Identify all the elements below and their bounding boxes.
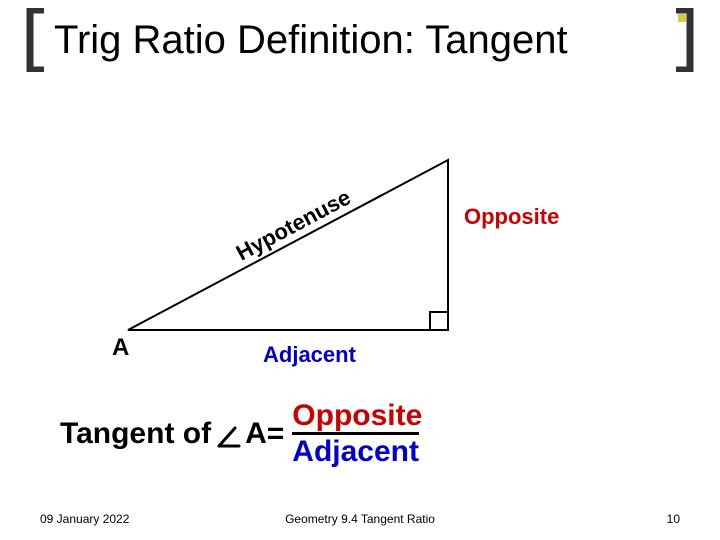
tangent-formula: Tangent of A = Opposite Adjacent [60, 400, 422, 467]
formula-denominator: Adjacent [292, 432, 419, 468]
formula-fraction: Opposite Adjacent [292, 400, 422, 467]
opposite-label: Opposite [464, 204, 559, 230]
page-title: Trig Ratio Definition: Tangent [54, 18, 568, 63]
vertex-a-label: A [112, 334, 129, 362]
adjacent-label: Adjacent [263, 342, 356, 368]
bracket-right-icon [672, 8, 694, 72]
angle-icon [217, 422, 241, 446]
footer-page-number: 10 [667, 512, 680, 526]
footer-date: 09 January 2022 [40, 512, 129, 526]
formula-equals: = [267, 417, 285, 451]
triangle-diagram: Hypotenuse Opposite Adjacent A [118, 150, 538, 350]
title-bar: Trig Ratio Definition: Tangent [0, 0, 720, 80]
formula-angle-letter: A [245, 417, 267, 451]
formula-numerator: Opposite [292, 400, 422, 432]
formula-prefix: Tangent of [60, 417, 211, 451]
bracket-left-icon [26, 8, 48, 72]
triangle-svg [118, 150, 538, 370]
footer-title: Geometry 9.4 Tangent Ratio [285, 512, 435, 526]
